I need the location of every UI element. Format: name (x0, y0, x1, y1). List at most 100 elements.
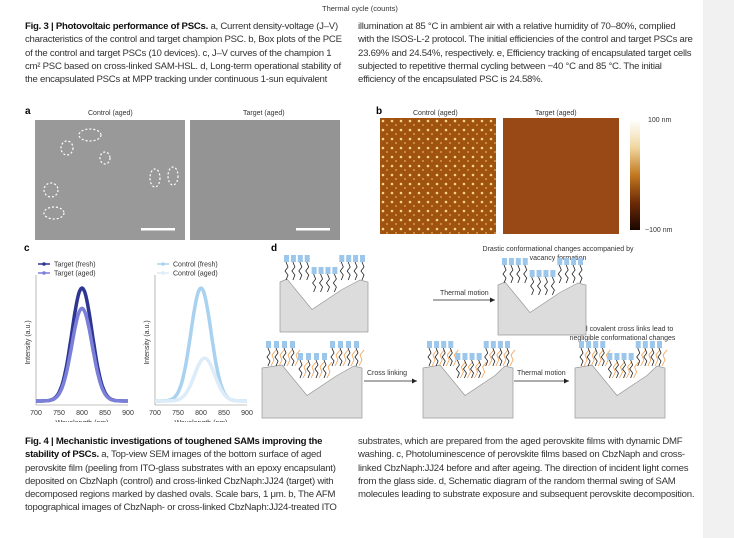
fig3-title: Fig. 3 | Photovoltaic performance of PSC… (25, 21, 209, 32)
substrate (422, 364, 514, 419)
sam-chain (346, 261, 351, 281)
panel-c-label: c (24, 243, 30, 254)
fig4-caption-col1: Fig. 4 | Mechanistic investigations of t… (25, 435, 347, 515)
pl-charts: 700 750 800 850 900 Wavelength (nm) Intensity … (25, 262, 253, 423)
crosslink-chain (342, 349, 349, 367)
sam-headgroup (318, 267, 324, 274)
sam-chain (491, 347, 496, 367)
crosslink-chain (626, 361, 632, 379)
x-tick-label: 850 (218, 410, 230, 417)
crosslink-chain (431, 349, 438, 367)
color-scale-bar (630, 120, 640, 230)
arrow-thermal-2-head (564, 378, 569, 384)
sam-headgroup (578, 258, 583, 265)
sam-headgroup (354, 341, 359, 348)
crosslink-chain (302, 361, 309, 379)
crosslink-chain (294, 349, 301, 367)
crosslink-chain (334, 349, 341, 367)
sam-chain (636, 347, 641, 367)
sam-headgroup (290, 255, 296, 262)
sam-chain (600, 347, 605, 367)
crosslink-chain (358, 349, 365, 367)
afm-image-control (380, 118, 496, 234)
sam-headgroup (586, 341, 592, 348)
crosslink-chain (350, 349, 357, 367)
sam-headgroup (448, 341, 454, 348)
sam-headgroup (360, 255, 365, 262)
legend-marker (42, 271, 46, 275)
sam-chain (306, 359, 311, 379)
sam-headgroup (346, 341, 351, 348)
sam-chain (360, 261, 365, 281)
crosslink-chain (640, 349, 647, 367)
sam-headgroup (497, 341, 503, 348)
crosslink-chain (326, 361, 333, 379)
scale-bar (141, 228, 175, 231)
crosslink-chain (310, 361, 317, 379)
panel-d-label: d (271, 243, 278, 254)
sam-headgroup (298, 353, 303, 360)
series-line-target-aged- (35, 306, 129, 403)
sam-chain (607, 359, 612, 379)
sam-headgroup (657, 341, 662, 348)
substrate (261, 364, 363, 419)
sam-headgroup (550, 270, 556, 277)
arrow-crosslink-head (412, 378, 417, 384)
fig3-caption-col2: illumination at 85 °C in ambient air wit… (358, 21, 693, 86)
sam-chain (530, 276, 535, 296)
sam-headgroup (579, 341, 584, 348)
sam-headgroup (571, 258, 577, 265)
crosslink-chain (661, 349, 668, 367)
afm-image-target (503, 118, 619, 234)
sam-headgroup (274, 341, 279, 348)
crosslink-chain (481, 361, 487, 379)
sam-chain (571, 264, 576, 284)
fig3-caption-col1: Fig. 3 | Photovoltaic performance of PSC… (25, 20, 347, 86)
schematic-diagram (261, 255, 668, 419)
sam-headgroup (353, 255, 359, 262)
sam-headgroup (628, 353, 634, 360)
sam-headgroup (282, 341, 287, 348)
sam-chain (322, 359, 327, 379)
x-tick-label: 850 (99, 410, 111, 417)
scale-min: −100 nm (645, 227, 673, 234)
sam-chain (346, 347, 351, 367)
panel-a-label: a (25, 106, 31, 117)
legend-label: Control (aged) (173, 271, 218, 278)
sam-chain (338, 347, 343, 367)
legend-marker (42, 262, 46, 266)
sam-headgroup (322, 353, 327, 360)
sam-chain (564, 264, 569, 284)
sam-chain (305, 261, 310, 281)
fig3-text: a, Current density-voltage (J–V) charact… (25, 21, 342, 86)
sam-chain (586, 347, 591, 367)
sam-headgroup (290, 341, 295, 348)
sam-headgroup (600, 341, 606, 348)
crosslink-chain (509, 349, 516, 367)
panel-b-left-title: Control (aged) (413, 110, 458, 117)
sam-chain (354, 347, 359, 367)
panel-a-left-title: Control (aged) (88, 110, 133, 117)
arrow-label-thermal-2: Thermal motion (517, 370, 566, 377)
crosslink-chain (445, 349, 452, 367)
sam-chain (543, 276, 548, 296)
crosslink-chain (604, 349, 611, 367)
crosslink-chain (278, 349, 285, 367)
sam-chain (614, 359, 619, 379)
panel-b-label: b (376, 106, 383, 117)
arrow-label-thermal-1: Thermal motion (440, 290, 489, 297)
sam-headgroup (621, 353, 627, 360)
crosslink-chain (647, 349, 654, 367)
sam-chain (325, 273, 330, 293)
sam-chain (284, 261, 289, 281)
sam-chain (498, 347, 503, 367)
crosslink-chain (460, 361, 466, 379)
crosslink-chain (474, 361, 480, 379)
sam-chain (427, 347, 432, 367)
series-line-control-aged- (154, 356, 248, 403)
sem-image-target (190, 120, 340, 240)
arrow-label-crosslink: Cross linking (367, 370, 408, 377)
sam-chain (298, 261, 303, 281)
sam-chain (441, 347, 446, 367)
sam-headgroup (564, 258, 570, 265)
